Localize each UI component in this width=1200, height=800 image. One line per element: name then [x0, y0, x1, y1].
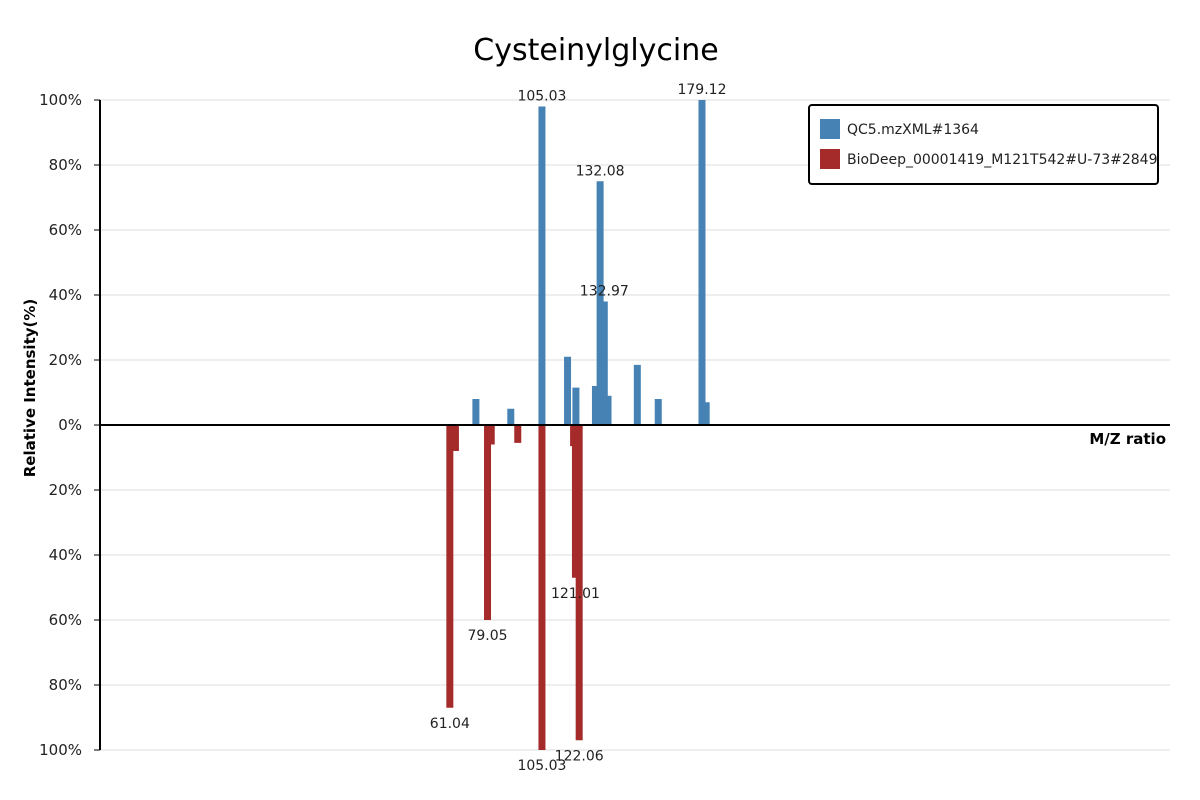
y-axis-ticks: 100% 80% 60% 40% 20% 0% 20% 40% 60% 80% 100% [39, 91, 100, 759]
y-tick-label: 0% [58, 416, 82, 434]
peak-bar-biodeep [446, 425, 454, 708]
peak-bars [446, 100, 710, 750]
peak-bar-biodeep [571, 425, 579, 578]
peak-bar-qc5 [596, 181, 604, 425]
y-tick-label: 100% [39, 741, 82, 759]
peak-bar-qc5 [564, 356, 572, 425]
chart-title: Cysteinylglycine [473, 33, 718, 68]
peak-mz-label: 105.03 [517, 758, 566, 774]
peak-labels: 105.03 132.08 132.97 179.12 61.04 79.05 105.03… [430, 82, 727, 774]
peak-bar-biodeep [514, 425, 522, 443]
y-tick-label: 60% [49, 611, 82, 629]
peak-bar-qc5 [702, 402, 710, 425]
y-tick-label: 40% [49, 286, 82, 304]
peak-bar-biodeep [484, 425, 492, 620]
legend: QC5.mzXML#1364 BioDeep_00001419_M121T542… [808, 104, 1159, 185]
y-tick-label: 60% [49, 221, 82, 239]
peak-mz-label: 132.97 [580, 284, 629, 300]
peak-bar-qc5 [538, 106, 546, 425]
y-tick-label: 20% [49, 351, 82, 369]
y-tick-label: 80% [49, 156, 82, 174]
y-axis-title: Relative Intensity(%) [21, 299, 39, 478]
legend-box [808, 104, 1159, 185]
y-tick-label: 20% [49, 481, 82, 499]
peak-bar-qc5 [698, 100, 706, 425]
y-tick-label: 40% [49, 546, 82, 564]
peak-bar-qc5 [600, 301, 608, 425]
peak-mz-label: 105.03 [517, 89, 566, 105]
peak-bar-qc5 [507, 408, 515, 425]
peak-bar-qc5 [591, 386, 599, 425]
legend-label-qc5: QC5.mzXML#1364 [847, 122, 979, 138]
y-tick-label: 80% [49, 676, 82, 694]
peak-mz-label: 122.06 [555, 748, 604, 764]
legend-swatch-qc5 [820, 119, 840, 139]
peak-mz-label: 132.08 [576, 163, 625, 179]
peak-mz-label: 61.04 [430, 716, 470, 732]
peak-bar-qc5 [604, 395, 612, 425]
peak-bar-qc5 [633, 364, 641, 425]
peak-bar-biodeep [487, 425, 495, 445]
peak-bar-qc5 [572, 387, 580, 425]
peak-bar-biodeep [575, 425, 583, 741]
legend-swatch-biodeep [820, 149, 840, 169]
peak-bar-qc5 [654, 399, 662, 425]
x-axis-title: M/Z ratio [1089, 430, 1166, 448]
peak-mz-label: 121.01 [551, 586, 600, 602]
peak-bar-biodeep [451, 425, 459, 451]
peak-bar-qc5 [472, 399, 480, 425]
legend-label-biodeep: BioDeep_00001419_M121T542#U-73#2849 [847, 152, 1158, 168]
y-tick-label: 100% [39, 91, 82, 109]
grid-lines [100, 99, 1170, 751]
peak-mz-label: 79.05 [467, 628, 507, 644]
peak-mz-label: 179.12 [677, 82, 726, 98]
peak-bar-biodeep [538, 425, 546, 750]
